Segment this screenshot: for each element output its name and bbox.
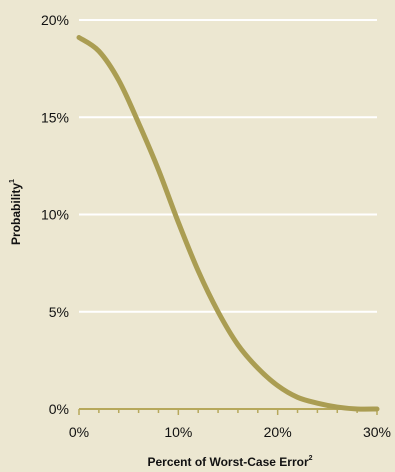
y-tick-label-0: 0% (49, 401, 69, 417)
series-layer (76, 35, 380, 412)
y-tick-label-10: 10% (41, 207, 69, 223)
gridlines (79, 19, 377, 313)
x-axis-title: Percent of Worst-Case Error2 (147, 455, 312, 469)
x-tick-label-30: 30% (363, 424, 391, 440)
x-axis (78, 408, 378, 415)
x-tick-label-20: 20% (264, 424, 292, 440)
y-axis-title-text: Probability (9, 183, 23, 245)
x-tick-label-0: 0% (69, 424, 89, 440)
y-tick-label-20: 20% (41, 12, 69, 28)
y-tick-label-5: 5% (49, 304, 69, 320)
x-axis-title-superscript: 2 (309, 455, 313, 462)
series-line-0 (76, 35, 380, 412)
x-tick-label-10: 10% (164, 424, 192, 440)
y-axis-title-superscript: 1 (9, 179, 16, 183)
tick-labels: 0% 5% 10% 15% 20% 0% 10% 20% 30% (41, 12, 391, 440)
y-axis-title: Probability1 (9, 179, 23, 245)
x-axis-title-text: Percent of Worst-Case Error (147, 455, 308, 469)
y-tick-label-15: 15% (41, 109, 69, 125)
